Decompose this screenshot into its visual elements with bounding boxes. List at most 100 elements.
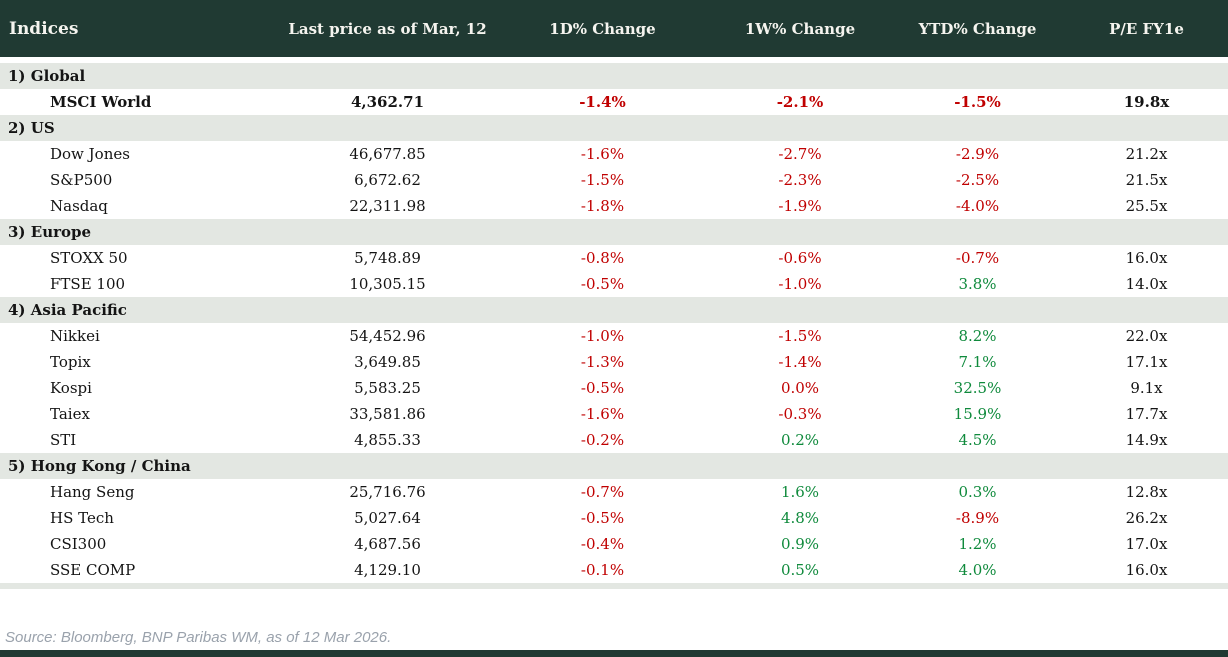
index-row: Topix 3,649.85 -1.3% -1.4% 7.1% 17.1x <box>0 349 1228 375</box>
index-row: MSCI World 4,362.71 -1.4% -2.1% -1.5% 19.8x <box>0 89 1228 115</box>
header-indices: Indices <box>0 0 280 57</box>
index-name: HS Tech <box>0 505 280 531</box>
change-1w: 0.0% <box>710 375 890 401</box>
section-row: 4) Asia Pacific <box>0 297 1228 323</box>
change-1d: -0.2% <box>495 427 710 453</box>
change-ytd: 1.2% <box>890 531 1065 557</box>
last-price: 33,581.86 <box>280 401 495 427</box>
last-price: 46,677.85 <box>280 141 495 167</box>
change-ytd: -0.7% <box>890 245 1065 271</box>
header-gap <box>0 57 1228 63</box>
change-ytd: 3.8% <box>890 271 1065 297</box>
change-1w: 0.9% <box>710 531 890 557</box>
header-1w-change: 1W% Change <box>710 0 890 57</box>
pe-value: 19.8x <box>1065 89 1228 115</box>
change-ytd: 4.5% <box>890 427 1065 453</box>
change-1w: -1.0% <box>710 271 890 297</box>
pe-value: 17.7x <box>1065 401 1228 427</box>
index-row: SSE COMP 4,129.10 -0.1% 0.5% 4.0% 16.0x <box>0 557 1228 583</box>
section-label: 1) Global <box>0 63 1228 89</box>
index-row: Kospi 5,583.25 -0.5% 0.0% 32.5% 9.1x <box>0 375 1228 401</box>
change-1d: -0.7% <box>495 479 710 505</box>
index-name: STI <box>0 427 280 453</box>
pe-value: 17.0x <box>1065 531 1228 557</box>
index-name: Topix <box>0 349 280 375</box>
change-1d: -0.4% <box>495 531 710 557</box>
index-row: STI 4,855.33 -0.2% 0.2% 4.5% 14.9x <box>0 427 1228 453</box>
index-name: Hang Seng <box>0 479 280 505</box>
change-1d: -0.5% <box>495 271 710 297</box>
change-ytd: -1.5% <box>890 89 1065 115</box>
source-note: Source: Bloomberg, BNP Paribas WM, as of… <box>5 629 392 646</box>
last-price: 10,305.15 <box>280 271 495 297</box>
index-name: CSI300 <box>0 531 280 557</box>
index-name: Nasdaq <box>0 193 280 219</box>
pe-value: 14.9x <box>1065 427 1228 453</box>
header-last-price: Last price as of Mar, 12 <box>280 0 495 57</box>
header-ytd-change: YTD% Change <box>890 0 1065 57</box>
index-row: STOXX 50 5,748.89 -0.8% -0.6% -0.7% 16.0x <box>0 245 1228 271</box>
change-1w: -1.9% <box>710 193 890 219</box>
pe-value: 22.0x <box>1065 323 1228 349</box>
last-price: 5,748.89 <box>280 245 495 271</box>
index-row: S&P500 6,672.62 -1.5% -2.3% -2.5% 21.5x <box>0 167 1228 193</box>
last-price: 4,687.56 <box>280 531 495 557</box>
last-price: 4,129.10 <box>280 557 495 583</box>
section-row: 3) Europe <box>0 219 1228 245</box>
table-header: Indices Last price as of Mar, 12 1D% Cha… <box>0 0 1228 57</box>
pe-value: 14.0x <box>1065 271 1228 297</box>
change-1w: -0.6% <box>710 245 890 271</box>
change-ytd: 32.5% <box>890 375 1065 401</box>
footer-accent-bar <box>0 650 1228 657</box>
header-row: Indices Last price as of Mar, 12 1D% Cha… <box>0 0 1228 57</box>
change-ytd: -8.9% <box>890 505 1065 531</box>
index-row: CSI300 4,687.56 -0.4% 0.9% 1.2% 17.0x <box>0 531 1228 557</box>
change-1d: -0.8% <box>495 245 710 271</box>
change-1w: -0.3% <box>710 401 890 427</box>
pe-value: 21.5x <box>1065 167 1228 193</box>
change-1d: -1.6% <box>495 141 710 167</box>
change-1d: -0.1% <box>495 557 710 583</box>
header-1d-change: 1D% Change <box>495 0 710 57</box>
pe-value: 25.5x <box>1065 193 1228 219</box>
table-bottom-strip <box>0 583 1228 589</box>
change-1w: -2.3% <box>710 167 890 193</box>
change-ytd: -2.9% <box>890 141 1065 167</box>
change-ytd: -4.0% <box>890 193 1065 219</box>
change-1w: 1.6% <box>710 479 890 505</box>
change-1d: -0.5% <box>495 375 710 401</box>
last-price: 54,452.96 <box>280 323 495 349</box>
index-row: FTSE 100 10,305.15 -0.5% -1.0% 3.8% 14.0x <box>0 271 1228 297</box>
pe-value: 21.2x <box>1065 141 1228 167</box>
change-1d: -1.5% <box>495 167 710 193</box>
index-name: FTSE 100 <box>0 271 280 297</box>
change-1d: -1.0% <box>495 323 710 349</box>
change-ytd: 15.9% <box>890 401 1065 427</box>
index-row: Hang Seng 25,716.76 -0.7% 1.6% 0.3% 12.8x <box>0 479 1228 505</box>
last-price: 5,027.64 <box>280 505 495 531</box>
pe-value: 17.1x <box>1065 349 1228 375</box>
last-price: 4,362.71 <box>280 89 495 115</box>
change-1w: -2.7% <box>710 141 890 167</box>
change-1d: -1.6% <box>495 401 710 427</box>
change-1w: 0.2% <box>710 427 890 453</box>
change-1d: -1.8% <box>495 193 710 219</box>
change-1d: -1.4% <box>495 89 710 115</box>
section-label: 5) Hong Kong / China <box>0 453 1228 479</box>
change-1w: -1.5% <box>710 323 890 349</box>
change-1w: -1.4% <box>710 349 890 375</box>
header-pe-fy1e: P/E FY1e <box>1065 0 1228 57</box>
index-name: S&P500 <box>0 167 280 193</box>
index-name: Dow Jones <box>0 141 280 167</box>
last-price: 6,672.62 <box>280 167 495 193</box>
section-label: 2) US <box>0 115 1228 141</box>
indices-table: Indices Last price as of Mar, 12 1D% Cha… <box>0 0 1228 589</box>
pe-value: 16.0x <box>1065 557 1228 583</box>
last-price: 25,716.76 <box>280 479 495 505</box>
change-ytd: 7.1% <box>890 349 1065 375</box>
last-price: 5,583.25 <box>280 375 495 401</box>
section-row: 2) US <box>0 115 1228 141</box>
last-price: 22,311.98 <box>280 193 495 219</box>
pe-value: 9.1x <box>1065 375 1228 401</box>
section-label: 4) Asia Pacific <box>0 297 1228 323</box>
